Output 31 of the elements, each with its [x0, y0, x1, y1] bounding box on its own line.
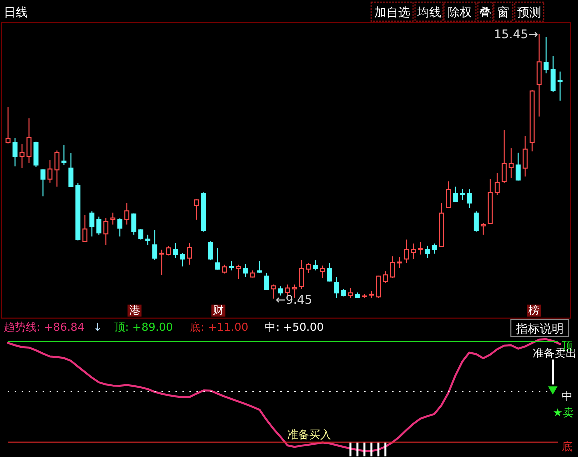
text: ↓ — [93, 320, 103, 334]
text: 均线 — [416, 5, 442, 20]
text: 窗 — [498, 5, 510, 20]
series-label: 趋势线: +86.84 — [4, 320, 85, 334]
candlestick — [124, 202, 130, 226]
candlestick — [508, 148, 514, 180]
ref-line-label: 中 — [562, 390, 574, 403]
text: 榜 — [528, 304, 540, 317]
candlestick — [397, 256, 402, 269]
text: 指标说明 — [515, 322, 564, 336]
candlestick — [536, 34, 542, 118]
text: ←9.45 — [276, 292, 313, 307]
text: 15.45→ — [494, 27, 538, 42]
candlestick — [20, 144, 25, 169]
text: 底: +11.00 — [190, 320, 249, 334]
ref-line-label: 底 — [562, 440, 574, 454]
candlestick — [522, 136, 528, 178]
text: 财 — [213, 304, 224, 317]
text: 预测 — [518, 5, 542, 20]
text: 加自选 — [374, 5, 410, 20]
text: 中: +50.00 — [265, 320, 324, 334]
annotation: ★卖 — [553, 406, 574, 420]
text: 叠 — [480, 5, 492, 20]
candlestick — [62, 144, 67, 166]
text: 除权 — [448, 5, 472, 20]
candlestick — [494, 172, 500, 196]
text: 顶: +89.00 — [114, 320, 174, 334]
chart-title: 日线 — [4, 5, 28, 20]
annotation: 准备买入 — [288, 428, 332, 442]
text: 港 — [129, 304, 140, 317]
candlestick — [558, 71, 563, 102]
